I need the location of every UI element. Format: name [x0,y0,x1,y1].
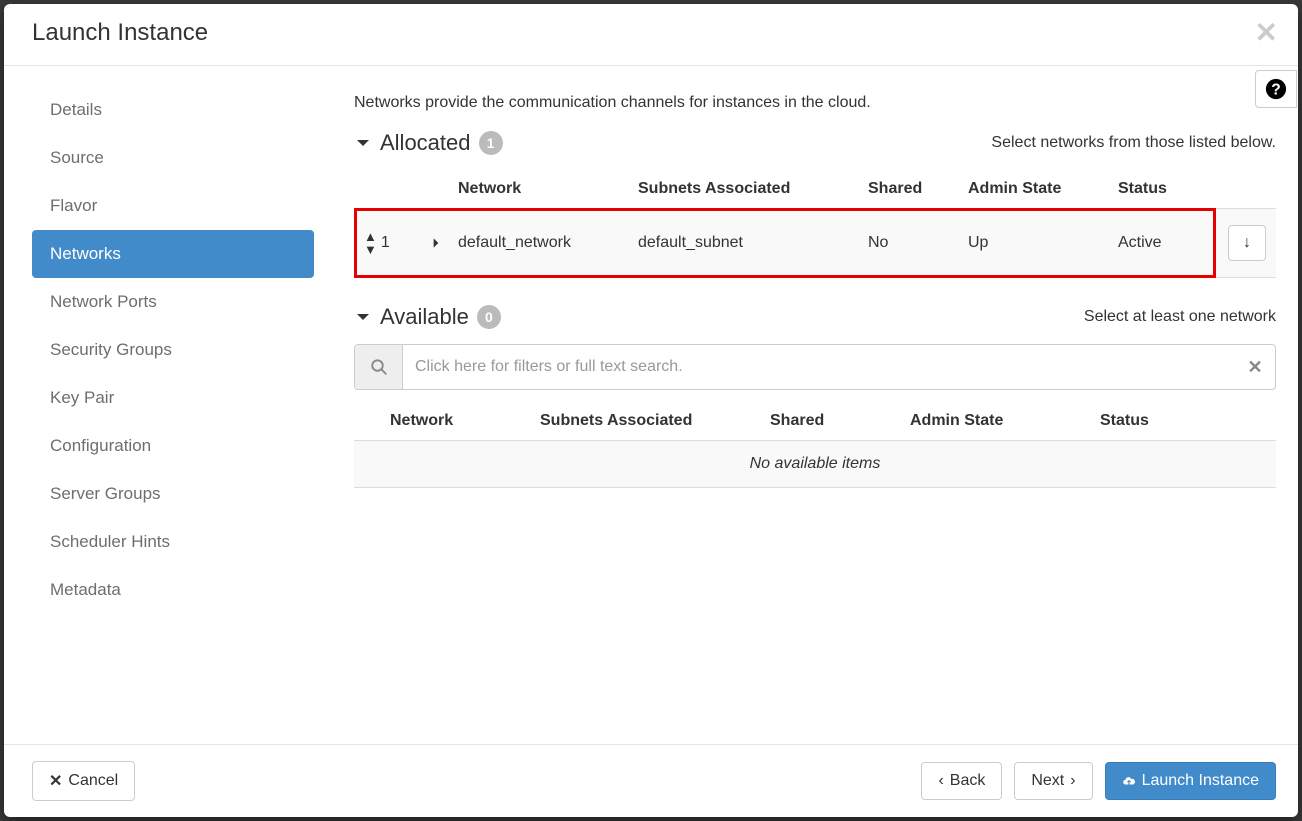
cloud-upload-icon [1122,774,1136,788]
col-shared: Shared [770,402,910,440]
available-empty-row: No available items [354,440,1276,488]
available-table: Network Subnets Associated Shared Admin … [354,402,1276,488]
col-admin-state: Admin State [910,402,1100,440]
modal-header: Launch Instance ✕ [4,4,1298,66]
wizard-sidebar: Details Source Flavor Networks Network P… [4,66,314,744]
cell-admin-state: Up [968,218,1118,268]
cell-subnets: default_subnet [638,218,868,268]
modal-body: ? Details Source Flavor Networks Network… [4,66,1298,744]
svg-text:?: ? [1271,82,1281,99]
allocated-header: Allocated 1 Select networks from those l… [354,130,1276,156]
search-input[interactable] [403,345,1235,389]
question-circle-icon: ? [1265,78,1287,100]
row-order-cell[interactable]: ▲▼ 1 [354,214,414,272]
cell-status: Active [1118,218,1228,268]
row-order: 1 [381,234,390,252]
cancel-button[interactable]: ✕ Cancel [32,761,135,801]
chevron-right-icon [429,236,443,250]
close-icon: ✕ [49,771,62,791]
allocated-title: Allocated [380,130,471,156]
sidebar-item-configuration[interactable]: Configuration [32,422,314,470]
chevron-right-icon: › [1070,772,1075,790]
close-icon: ✕ [1247,357,1262,378]
allocated-count-badge: 1 [479,131,503,155]
launch-instance-modal: Launch Instance ✕ ? Details Source Flavo… [4,4,1298,817]
cell-network: default_network [458,218,638,268]
search-icon [370,358,388,376]
col-subnets: Subnets Associated [638,170,868,208]
allocated-table: Network Subnets Associated Shared Admin … [354,170,1276,278]
launch-label: Launch Instance [1142,772,1259,790]
expand-row-toggle[interactable] [414,220,458,266]
chevron-down-icon[interactable] [354,134,372,152]
sidebar-item-network-ports[interactable]: Network Ports [32,278,314,326]
sidebar-item-source[interactable]: Source [32,134,314,182]
arrow-down-icon: ↓ [1243,234,1251,252]
available-hint: Select at least one network [1084,308,1276,326]
cell-shared: No [868,218,968,268]
col-status: Status [1118,170,1228,208]
col-network: Network [458,170,638,208]
modal-title: Launch Instance [32,19,208,47]
available-count-badge: 0 [477,305,501,329]
available-header: Available 0 Select at least one network [354,304,1276,330]
sidebar-item-networks[interactable]: Networks [32,230,314,278]
back-button[interactable]: ‹ Back [921,762,1002,800]
col-shared: Shared [868,170,968,208]
allocated-table-header: Network Subnets Associated Shared Admin … [354,170,1276,208]
help-button[interactable]: ? [1255,70,1297,108]
sidebar-item-server-groups[interactable]: Server Groups [32,470,314,518]
sidebar-item-metadata[interactable]: Metadata [32,566,314,614]
available-table-header: Network Subnets Associated Shared Admin … [354,402,1276,440]
search-bar: ✕ [354,344,1276,390]
sidebar-item-security-groups[interactable]: Security Groups [32,326,314,374]
sidebar-item-scheduler-hints[interactable]: Scheduler Hints [32,518,314,566]
available-title: Available [380,304,469,330]
cancel-label: Cancel [68,772,118,790]
sidebar-item-flavor[interactable]: Flavor [32,182,314,230]
allocated-hint: Select networks from those listed below. [991,134,1276,152]
clear-search-button[interactable]: ✕ [1235,345,1275,389]
panel-description: Networks provide the communication chann… [354,94,1276,112]
sort-icon: ▲▼ [364,230,377,256]
launch-instance-button[interactable]: Launch Instance [1105,762,1276,800]
allocated-row-wrap: ▲▼ 1 default_network default_subnet No U… [354,208,1276,278]
col-subnets: Subnets Associated [540,402,770,440]
search-icon-box[interactable] [355,345,403,389]
close-icon[interactable]: ✕ [1255,19,1278,47]
allocated-table-row: ▲▼ 1 default_network default_subnet No U… [354,208,1276,278]
col-network: Network [390,402,540,440]
col-status: Status [1100,402,1276,440]
next-label: Next [1031,772,1064,790]
modal-footer: ✕ Cancel ‹ Back Next › Launch Instance [4,744,1298,817]
deallocate-button[interactable]: ↓ [1228,225,1266,261]
sidebar-item-details[interactable]: Details [32,86,314,134]
back-label: Back [950,772,986,790]
sidebar-item-key-pair[interactable]: Key Pair [32,374,314,422]
chevron-left-icon: ‹ [938,772,943,790]
main-panel: Networks provide the communication chann… [314,66,1298,744]
next-button[interactable]: Next › [1014,762,1092,800]
col-admin-state: Admin State [968,170,1118,208]
chevron-down-icon[interactable] [354,308,372,326]
